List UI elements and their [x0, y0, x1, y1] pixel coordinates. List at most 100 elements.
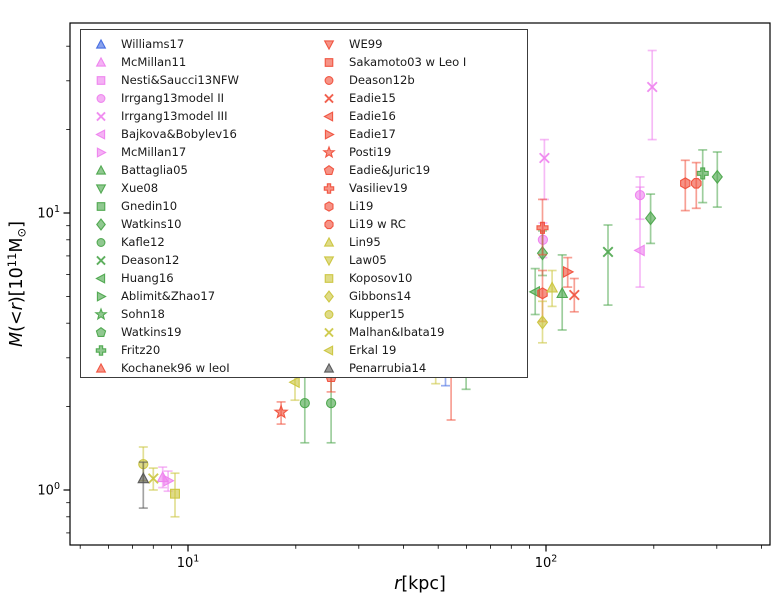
legend-item: Koposov10 [318, 269, 527, 287]
legend-label: Irrgang13model II [121, 91, 225, 105]
legend-label: Eadie15 [349, 91, 396, 105]
legend-label: Penarrubia14 [349, 361, 427, 375]
data-point [644, 210, 657, 226]
data-point [556, 286, 569, 299]
error-bar [647, 49, 657, 141]
triangle-down-marker-icon [95, 183, 107, 194]
legend-label: Law05 [349, 253, 387, 267]
legend-label: McMillan17 [121, 145, 187, 159]
triangle-up-marker-icon [95, 164, 107, 175]
legend-item: Eadie15 [318, 89, 527, 107]
triangle-down-marker-icon [323, 255, 335, 266]
legend-item: Kochanek96 w leoI [90, 359, 318, 377]
data-point [680, 177, 691, 190]
data-point [646, 81, 658, 93]
star-marker-icon [322, 144, 336, 158]
y-tick-label: 101 [37, 204, 60, 222]
octagon-marker-icon [324, 219, 334, 229]
legend-item: Watkins10 [90, 215, 318, 233]
legend-item: Xue08 [90, 179, 318, 197]
x-axis-label: r[kpc] [394, 574, 446, 594]
legend-item: Battaglia05 [90, 161, 318, 179]
legend-label: Li19 [349, 199, 374, 213]
data-point [137, 471, 150, 484]
circle-marker-icon [96, 237, 106, 247]
data-point [273, 404, 289, 419]
legend-item: Li19 [318, 197, 527, 215]
legend-item: Law05 [318, 251, 527, 269]
legend-label: Eadie&Juric19 [349, 163, 431, 177]
x-marker-icon [324, 93, 334, 103]
square-marker-icon [96, 75, 106, 85]
legend-item: Gibbons14 [318, 287, 527, 305]
legend-item: Malhan&Ibata19 [318, 323, 527, 341]
legend-label: Irrgang13model III [121, 109, 228, 123]
circle-marker-icon [324, 309, 334, 319]
legend-label: Gnedin10 [121, 199, 178, 213]
error-bar [603, 224, 613, 306]
legend-item: Irrgang13model II [90, 89, 318, 107]
data-point [538, 152, 550, 164]
legend-item: Gnedin10 [90, 197, 318, 215]
pentagon-marker-icon [95, 326, 107, 337]
legend-label: Deason12b [349, 73, 415, 87]
data-point [562, 265, 575, 278]
x-marker-icon [96, 111, 106, 121]
data-point [602, 246, 614, 258]
legend-label: Xue08 [121, 181, 159, 195]
legend-label: Lin95 [349, 235, 381, 249]
triangle-down-marker-icon [323, 39, 335, 50]
legend-item: Kafle12 [90, 233, 318, 251]
legend-label: Watkins19 [121, 325, 182, 339]
legend-item: Huang16 [90, 269, 318, 287]
legend-label: Eadie17 [349, 127, 396, 141]
legend-column-0: Williams17 McMillan11 Nesti&Saucci13NFW Irr… [81, 35, 318, 377]
legend-item: Vasiliev19 [318, 179, 527, 197]
legend-label: Bajkova&Bobylev16 [121, 127, 237, 141]
legend-item: Li19 w RC [318, 215, 527, 233]
diamond-marker-icon [96, 217, 106, 231]
x-marker-icon [96, 255, 106, 265]
triangle-left-marker-icon [323, 344, 334, 356]
legend-item: Deason12 [90, 251, 318, 269]
triangle-up-marker-icon [95, 56, 107, 67]
data-point [170, 488, 180, 499]
square-marker-icon [324, 57, 334, 67]
x-marker-icon [324, 327, 334, 337]
data-point [325, 397, 337, 409]
legend-label: Sakamoto03 w Leo I [349, 55, 467, 69]
legend-item: Watkins19 [90, 323, 318, 341]
legend-item: WE99 [318, 35, 527, 53]
legend-label: Kupper15 [349, 307, 405, 321]
legend-label: Nesti&Saucci13NFW [121, 73, 239, 87]
legend-label: Koposov10 [349, 271, 413, 285]
triangle-up-marker-icon [323, 362, 335, 373]
legend-item: Sakamoto03 w Leo I [318, 53, 527, 71]
legend-label: Fritz20 [121, 343, 161, 357]
legend-column-1: WE99 Sakamoto03 w Leo I Deason12b Eadie15 Ea… [318, 35, 527, 377]
legend-label: WE99 [349, 37, 383, 51]
square-marker-icon [96, 201, 106, 211]
legend-label: Malhan&Ibata19 [349, 325, 445, 339]
error-bar [539, 138, 549, 201]
data-point [147, 473, 159, 484]
legend-label: Williams17 [121, 37, 185, 51]
legend-label: Kochanek96 w leoI [121, 361, 230, 375]
legend-label: Kafle12 [121, 235, 165, 249]
legend-item: Williams17 [90, 35, 318, 53]
legend-label: Li19 w RC [349, 217, 406, 231]
legend-label: Posti19 [349, 145, 392, 159]
legend-item: Eadie16 [318, 107, 527, 125]
triangle-right-marker-icon [324, 128, 335, 140]
legend-item: Eadie17 [318, 125, 527, 143]
legend-item: Ablimit&Zhao17 [90, 287, 318, 305]
triangle-up-marker-icon [95, 362, 107, 373]
triangle-up-marker-icon [95, 38, 107, 49]
triangle-left-marker-icon [95, 128, 106, 140]
legend-label: Battaglia05 [121, 163, 188, 177]
data-point [536, 221, 549, 234]
circle-marker-icon [324, 75, 334, 85]
error-bar [635, 186, 645, 288]
legend-item: Penarrubia14 [318, 359, 527, 377]
legend-label: Watkins10 [121, 217, 182, 231]
